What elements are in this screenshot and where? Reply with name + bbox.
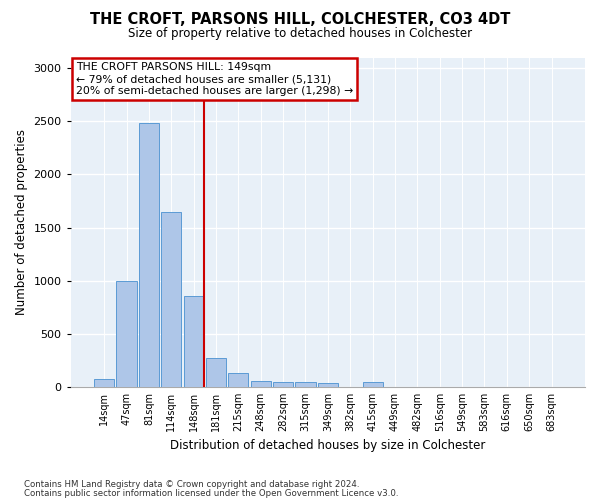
- Bar: [161, 212, 181, 387]
- Text: THE CROFT PARSONS HILL: 149sqm
← 79% of detached houses are smaller (5,131)
20% : THE CROFT PARSONS HILL: 149sqm ← 79% of …: [76, 62, 353, 96]
- X-axis label: Distribution of detached houses by size in Colchester: Distribution of detached houses by size …: [170, 440, 485, 452]
- Bar: [206, 358, 226, 387]
- Bar: [229, 373, 248, 387]
- Text: Contains HM Land Registry data © Crown copyright and database right 2024.: Contains HM Land Registry data © Crown c…: [24, 480, 359, 489]
- Bar: [94, 380, 114, 387]
- Bar: [116, 280, 137, 387]
- Y-axis label: Number of detached properties: Number of detached properties: [15, 129, 28, 315]
- Bar: [295, 382, 316, 387]
- Bar: [251, 380, 271, 387]
- Text: Size of property relative to detached houses in Colchester: Size of property relative to detached ho…: [128, 28, 472, 40]
- Text: THE CROFT, PARSONS HILL, COLCHESTER, CO3 4DT: THE CROFT, PARSONS HILL, COLCHESTER, CO3…: [90, 12, 510, 28]
- Text: Contains public sector information licensed under the Open Government Licence v3: Contains public sector information licen…: [24, 489, 398, 498]
- Bar: [184, 296, 203, 387]
- Bar: [318, 383, 338, 387]
- Bar: [362, 382, 383, 387]
- Bar: [139, 124, 159, 387]
- Bar: [273, 382, 293, 387]
